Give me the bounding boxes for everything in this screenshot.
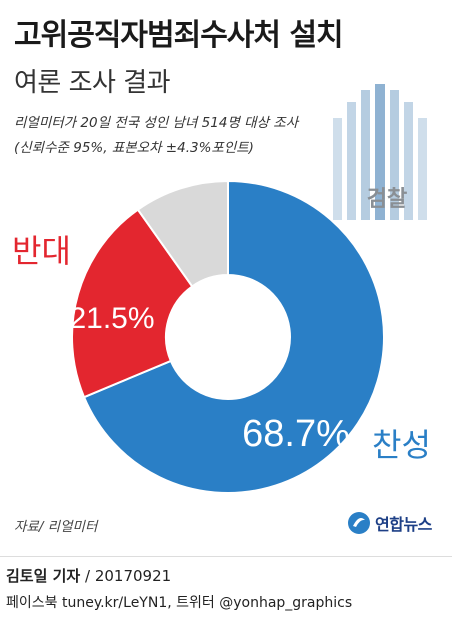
yonhap-logo-text: 연합뉴스 [375, 515, 432, 534]
reporter-name: 김토일 기자 [6, 567, 81, 585]
social-links[interactable]: 페이스북 tuney.kr/LeYN1, 트위터 @yonhap_graphic… [6, 595, 353, 611]
byline-separator: / [85, 567, 95, 585]
prosecution-logo-icon: 검찰 [330, 80, 450, 230]
byline: 김토일 기자 / 20170921 [6, 565, 171, 586]
source-note: 자료/ 리얼미터 [14, 519, 98, 535]
survey-info-line2: (신뢰수준 95%, 표본오차 ±4.3%포인트) [14, 140, 254, 156]
yonhap-logo: 연합뉴스 [347, 508, 432, 538]
publish-date: 20170921 [94, 567, 172, 585]
logo-label: 검찰 [367, 186, 407, 211]
survey-info-line1: 리얼미터가 20일 전국 성인 남녀 514명 대상 조사 [14, 115, 299, 131]
chart-title: 고위공직자범죄수사처 설치 [14, 18, 344, 53]
footer-bar [0, 556, 452, 617]
chart-subtitle: 여론 조사 결과 [14, 68, 171, 98]
yonhap-globe-icon [348, 512, 370, 534]
